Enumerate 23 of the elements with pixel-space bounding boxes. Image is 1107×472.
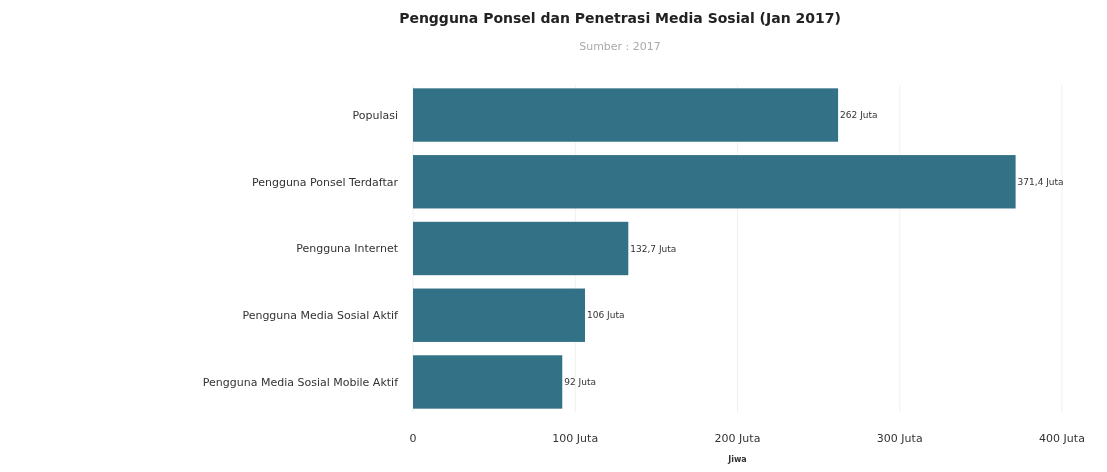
x-axis-title: Jiwa <box>727 455 747 464</box>
bar <box>413 355 563 409</box>
data-label: 106 Juta <box>586 310 625 321</box>
bar <box>413 288 585 342</box>
y-tick-label: Pengguna Internet <box>296 242 399 256</box>
data-label: 262 Juta <box>840 110 878 121</box>
x-tick-label: 300 Juta <box>876 432 923 445</box>
data-label: 132,7 Juta <box>630 243 677 254</box>
chart-title: Pengguna Ponsel dan Penetrasi Media Sosial (Jan 2017) <box>399 10 841 26</box>
data-label: 92 Juta <box>564 377 596 388</box>
y-tick-label: Pengguna Media Sosial Mobile Aktif <box>202 375 400 389</box>
x-tick-label: 200 Juta <box>714 432 761 445</box>
chart-subtitle: Sumber : 2017 <box>579 40 661 53</box>
y-tick-label: Pengguna Ponsel Terdaftar <box>251 175 399 189</box>
data-label: 371,4 Juta <box>1017 176 1064 187</box>
x-tick-label: 100 Juta <box>552 432 599 445</box>
x-tick-label: 400 Juta <box>1039 432 1085 445</box>
y-tick-label: Populasi <box>352 108 398 122</box>
bar <box>413 155 1016 209</box>
x-tick-label: 0 <box>409 432 417 445</box>
bar <box>413 88 839 142</box>
y-tick-label: Pengguna Media Sosial Aktif <box>242 309 400 323</box>
bar <box>413 221 629 276</box>
